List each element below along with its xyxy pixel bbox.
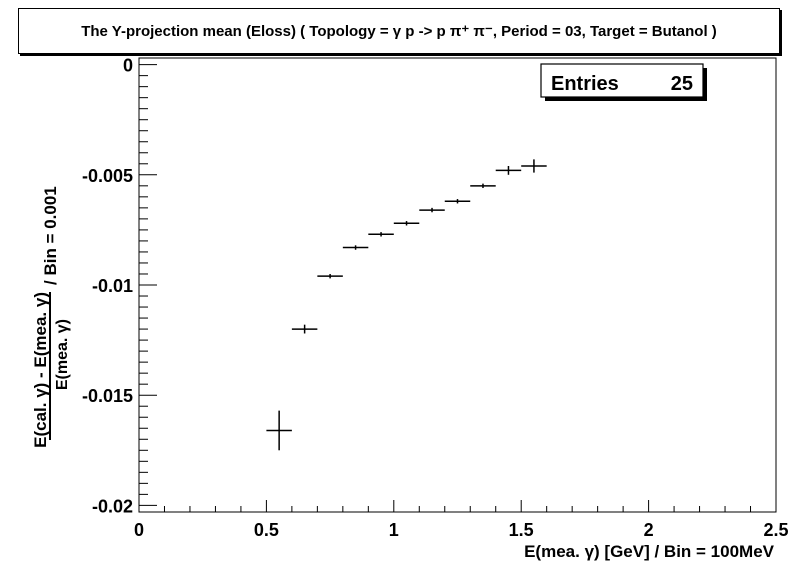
stats-box: Entries 25 (540, 63, 707, 101)
y-axis-label-denominator: E(mea. γ) (54, 319, 71, 390)
data-point (521, 159, 547, 173)
x-tick-label: 2 (644, 520, 654, 540)
data-point (495, 165, 522, 175)
y-tick-label: -0.005 (82, 166, 133, 186)
y-axis-label-numerator: E(cal. γ) - E(mea. γ) (31, 292, 50, 448)
y-axis-label: E(cal. γ) - E(mea. γ) E(mea. γ) / Bin = … (31, 186, 71, 448)
chart-title: The Y-projection mean (Eloss) ( Topology… (18, 8, 780, 54)
y-axis-label-suffix: / Bin = 0.001 (41, 186, 60, 285)
x-axis-label: E(mea. γ) [GeV] / Bin = 100MeV (524, 542, 775, 561)
plot-frame (138, 57, 777, 513)
data-point (419, 207, 445, 213)
stats-label: Entries (551, 73, 619, 95)
y-tick-label: -0.015 (82, 386, 133, 406)
y-tick-label: -0.01 (92, 276, 133, 296)
y-tick-label: 0 (123, 56, 133, 76)
data-point (368, 232, 394, 237)
x-tick-label: 2.5 (763, 520, 788, 540)
stats-value: 25 (671, 73, 693, 95)
data-point (444, 199, 471, 204)
x-tick-label: 1.5 (509, 520, 534, 540)
x-tick-label: 0 (134, 520, 144, 540)
data-point (317, 273, 343, 279)
data-point (470, 183, 496, 189)
x-tick-label: 1 (389, 520, 399, 540)
data-point (291, 324, 318, 334)
data-point (266, 410, 292, 451)
x-tick-label: 0.5 (254, 520, 279, 540)
axes: 0 0.5 1 1.5 2 2.5 0 -0.005 -0.01 -0.015 -0.02 (82, 56, 789, 540)
data-point (393, 221, 420, 226)
data-point (342, 245, 369, 250)
y-tick-label: -0.02 (92, 496, 133, 516)
data-markers (266, 159, 547, 451)
